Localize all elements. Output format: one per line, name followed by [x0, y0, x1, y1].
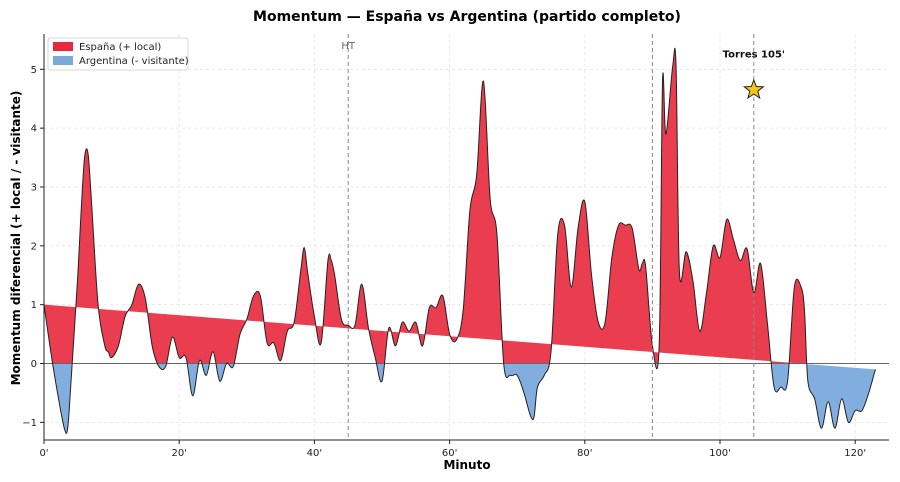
tick-labels: 0' 20' 40' 60' 80' 100' 120' −1 0 1 2 3 4 5 — [22, 65, 866, 459]
legend-label-1: Argentina (- visitante) — [79, 56, 189, 67]
legend-swatch-0 — [53, 42, 73, 51]
axes — [43, 34, 889, 441]
x-tick-label-3: 60' — [442, 448, 457, 459]
y-tick-label-1: 0 — [31, 359, 37, 370]
annotation-label-0: Torres 105' — [723, 50, 785, 61]
y-axis-label: Momentum diferencial (+ local / - visita… — [9, 91, 23, 386]
y-tick-label-2: 1 — [31, 300, 37, 311]
x-axis-label: Minuto — [443, 458, 490, 472]
area-fills — [44, 48, 876, 434]
goal-star-icon — [742, 78, 765, 100]
y-tick-label-0: −1 — [22, 418, 37, 429]
y-tick-label-5: 4 — [31, 124, 37, 135]
chart-title: Momentum — España vs Argentina (partido … — [253, 9, 681, 25]
vline-label-0: HT — [341, 41, 356, 52]
grid — [43, 34, 889, 440]
y-tick-label-3: 2 — [31, 241, 37, 252]
series-line — [43, 48, 889, 434]
legend-frame — [47, 37, 189, 71]
area-fill-negative — [52, 363, 876, 434]
x-tick-label-6: 120' — [844, 448, 866, 459]
vertical-markers: HT — [341, 34, 755, 440]
x-tick-label-5: 100' — [709, 448, 731, 459]
annotations: Torres 105' — [723, 50, 785, 100]
x-tick-label-1: 20' — [171, 448, 186, 459]
x-tick-label-0: 0' — [39, 448, 48, 459]
momentum-line — [43, 48, 876, 434]
legend-label-0: España (+ local) — [79, 42, 161, 53]
x-tick-label-4: 80' — [577, 448, 592, 459]
y-tick-label-6: 5 — [31, 65, 37, 76]
legend: España (+ local) Argentina (- visitante) — [47, 37, 189, 71]
x-tick-label-2: 40' — [307, 448, 322, 459]
y-tick-label-4: 3 — [31, 182, 37, 193]
area-fill-positive — [44, 48, 807, 364]
legend-swatch-1 — [53, 56, 73, 65]
